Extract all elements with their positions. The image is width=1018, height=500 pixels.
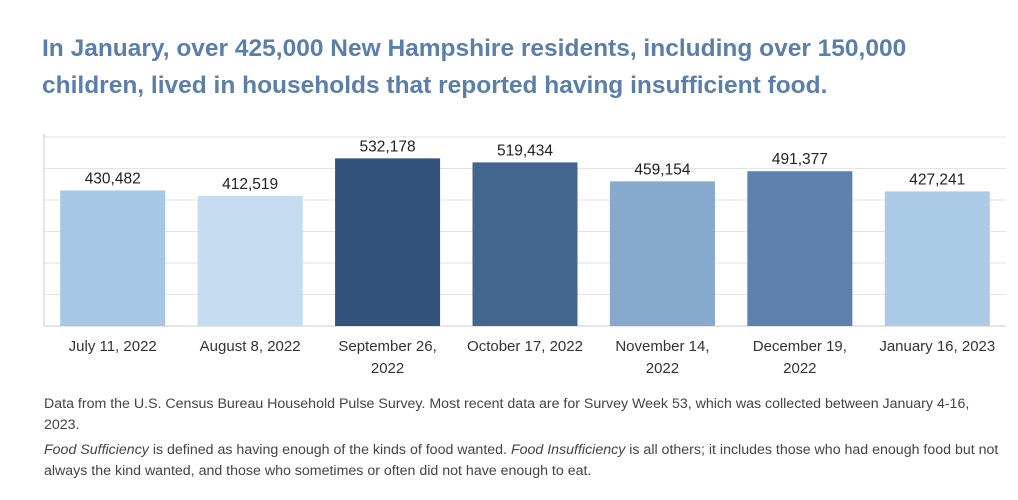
term-food-sufficiency: Food Sufficiency <box>44 442 149 458</box>
x-tick-label: August 8, 2022 <box>200 338 301 355</box>
bar <box>197 196 303 326</box>
x-tick-labels: July 11, 2022 August 8, 2022 September 26,… <box>69 338 996 377</box>
bar <box>609 181 715 326</box>
term-food-insufficiency: Food Insufficiency <box>510 442 626 458</box>
bar <box>884 191 990 326</box>
x-tick-label: September 26, <box>338 338 436 355</box>
bar <box>747 171 853 326</box>
x-tick-label: 2022 <box>371 360 404 377</box>
bar <box>60 190 166 326</box>
definition-food-sufficiency: is defined as having enough of the kinds… <box>148 442 511 458</box>
value-labels: 430,482 412,519 532,178 519,434 459,154 491,3… <box>85 138 966 193</box>
source-note: Data from the U.S. Census Bureau Househo… <box>44 396 970 433</box>
x-tick-label: December 19, <box>753 338 847 355</box>
value-label: 519,434 <box>497 142 553 159</box>
value-label: 491,377 <box>772 151 828 168</box>
bars <box>60 158 990 326</box>
value-label: 412,519 <box>222 176 278 193</box>
value-label: 459,154 <box>634 161 690 178</box>
x-tick-label: October 17, 2022 <box>467 338 583 355</box>
definition-food-insufficiency: is all others; it includes those who had… <box>44 442 999 479</box>
x-tick-label: 2022 <box>783 360 816 377</box>
value-label: 427,241 <box>909 171 965 188</box>
bar-chart: 430,482 412,519 532,178 519,434 459,154 491,3… <box>43 134 1006 377</box>
bar <box>335 158 441 326</box>
definition-note: Food Sufficiency is defined as having en… <box>44 440 1004 482</box>
value-label: 532,178 <box>360 138 416 155</box>
chart-title: In January, over 425,000 New Hampshire r… <box>42 35 907 99</box>
value-label: 430,482 <box>85 170 141 187</box>
bar <box>472 162 578 326</box>
x-tick-label: November 14, <box>615 338 709 355</box>
x-tick-label: January 16, 2023 <box>879 338 995 355</box>
x-tick-label: 2022 <box>646 360 679 377</box>
x-tick-label: July 11, 2022 <box>69 338 157 355</box>
